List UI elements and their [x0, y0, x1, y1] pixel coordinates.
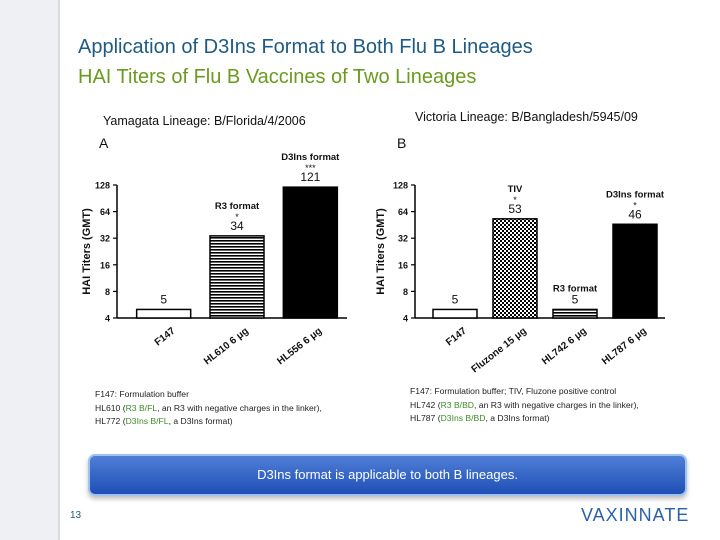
- side-bar: [0, 0, 58, 540]
- caption-text: HL772 (: [95, 416, 126, 426]
- x-tick-label: HL742 6 μg: [540, 326, 589, 368]
- y-tick-label: 16: [100, 260, 110, 270]
- caption-line: HL787 (D3Ins B/BD, a D3Ins format): [410, 412, 639, 426]
- caption-line: F147: Formulation buffer; TIV, Fluzone p…: [410, 386, 617, 396]
- x-tick-label: Fluzone 15 μg: [470, 326, 529, 376]
- chart-b: HAI Titers (GMT)481632641285F14753*TIVFl…: [375, 181, 665, 376]
- caption-text: , a D3Ins format): [168, 416, 233, 426]
- bar: [552, 308, 598, 319]
- x-tick-label: HL610 6 μg: [202, 326, 251, 368]
- bar-annotation: R3 format: [215, 201, 260, 212]
- x-tick-label: HL787 6 μg: [600, 326, 649, 368]
- y-tick-label: 32: [100, 234, 110, 244]
- x-tick-label: F147: [153, 325, 178, 348]
- bar: [209, 235, 265, 319]
- company-logo: VAXINNATE: [581, 505, 690, 525]
- bar: [612, 223, 658, 319]
- caption-highlight: D3Ins B/FL: [125, 416, 169, 426]
- y-tick-label: 64: [100, 207, 110, 217]
- y-tick-label: 16: [398, 260, 408, 270]
- chart-a: HAI Titers (GMT) 4 8 16 32 64 128 5 F147 34*R3 fo…: [81, 152, 347, 368]
- conclusion-banner: D3Ins format is applicable to both B lin…: [88, 454, 687, 496]
- caption-highlight: D3Ins B/BD: [440, 413, 486, 423]
- x-tick-label: HL556 6 μg: [275, 326, 324, 368]
- caption-highlight: R3 B/FL: [125, 402, 158, 413]
- y-tick-label: 4: [403, 314, 408, 324]
- caption-text: , an R3 with negative charges in the lin…: [474, 399, 639, 410]
- panel-b-lineage: Victoria Lineage: B/Bangladesh/5945/09: [415, 110, 638, 124]
- y-tick-label: 128: [95, 181, 110, 191]
- y-tick-label: 64: [398, 207, 408, 217]
- value-label: 5: [572, 292, 579, 306]
- slide-subtitle: HAI Titers of Flu B Vaccines of Two Line…: [78, 66, 477, 88]
- panel-a-letter: A: [99, 135, 109, 151]
- y-tick-label: 8: [403, 287, 408, 297]
- value-label: 34: [230, 219, 244, 233]
- value-label: 121: [300, 170, 320, 184]
- value-label: 5: [452, 292, 459, 306]
- slide-title: Application of D3Ins Format to Both Flu …: [78, 36, 533, 58]
- value-label: 5: [160, 292, 167, 306]
- y-tick-label: 32: [398, 234, 408, 244]
- caption-text: HL787 (: [410, 413, 441, 423]
- bar-annotation: TIV: [508, 184, 523, 195]
- y-tick-label: 8: [105, 287, 110, 297]
- bar: [492, 218, 538, 319]
- y-axis-label: HAI Titers (GMT): [81, 208, 93, 295]
- bar: [135, 308, 192, 319]
- y-tick-label: 4: [105, 314, 110, 324]
- value-label: 53: [508, 202, 522, 216]
- significance-label: *: [633, 200, 637, 210]
- bar-annotation: D3Ins format: [606, 189, 665, 200]
- caption-line: HL772 (D3Ins B/FL, a D3Ins format): [95, 415, 322, 429]
- caption-line: HL610 (R3 B/FL, an R3 with negative char…: [95, 402, 322, 416]
- bar-annotation: R3 format: [553, 283, 598, 294]
- value-label: 46: [628, 207, 642, 221]
- caption-text: HL610 (: [95, 402, 126, 413]
- caption-text: , a D3Ins format): [485, 413, 550, 423]
- caption-line: HL742 (R3 B/BD, an R3 with negative char…: [410, 399, 639, 413]
- x-tick-label: F147: [444, 325, 469, 348]
- caption-line: F147: Formulation buffer: [95, 389, 189, 399]
- caption-text: HL742 (: [410, 399, 441, 410]
- bar: [282, 186, 339, 319]
- side-divider: [58, 0, 60, 540]
- significance-label: *: [513, 195, 517, 205]
- panel-a-lineage: Yamagata Lineage: B/Florida/4/2006: [103, 114, 306, 128]
- caption-text: , an R3 with negative charges in the lin…: [157, 402, 322, 413]
- significance-label: *: [235, 212, 239, 222]
- bar-annotation: D3Ins format: [281, 152, 340, 163]
- panel-b-letter: B: [397, 135, 407, 151]
- panel-b-caption: F147: Formulation buffer; TIV, Fluzone p…: [410, 385, 639, 426]
- page-number: 13: [70, 510, 82, 521]
- bar: [432, 308, 478, 319]
- y-tick-label: 128: [393, 181, 408, 191]
- significance-label: ***: [305, 163, 316, 173]
- panel-a-caption: F147: Formulation buffer HL610 (R3 B/FL,…: [95, 388, 322, 429]
- banner-text: D3Ins format is applicable to both B lin…: [257, 467, 518, 482]
- caption-highlight: R3 B/BD: [440, 399, 475, 410]
- y-axis-label: HAI Titers (GMT): [375, 208, 387, 295]
